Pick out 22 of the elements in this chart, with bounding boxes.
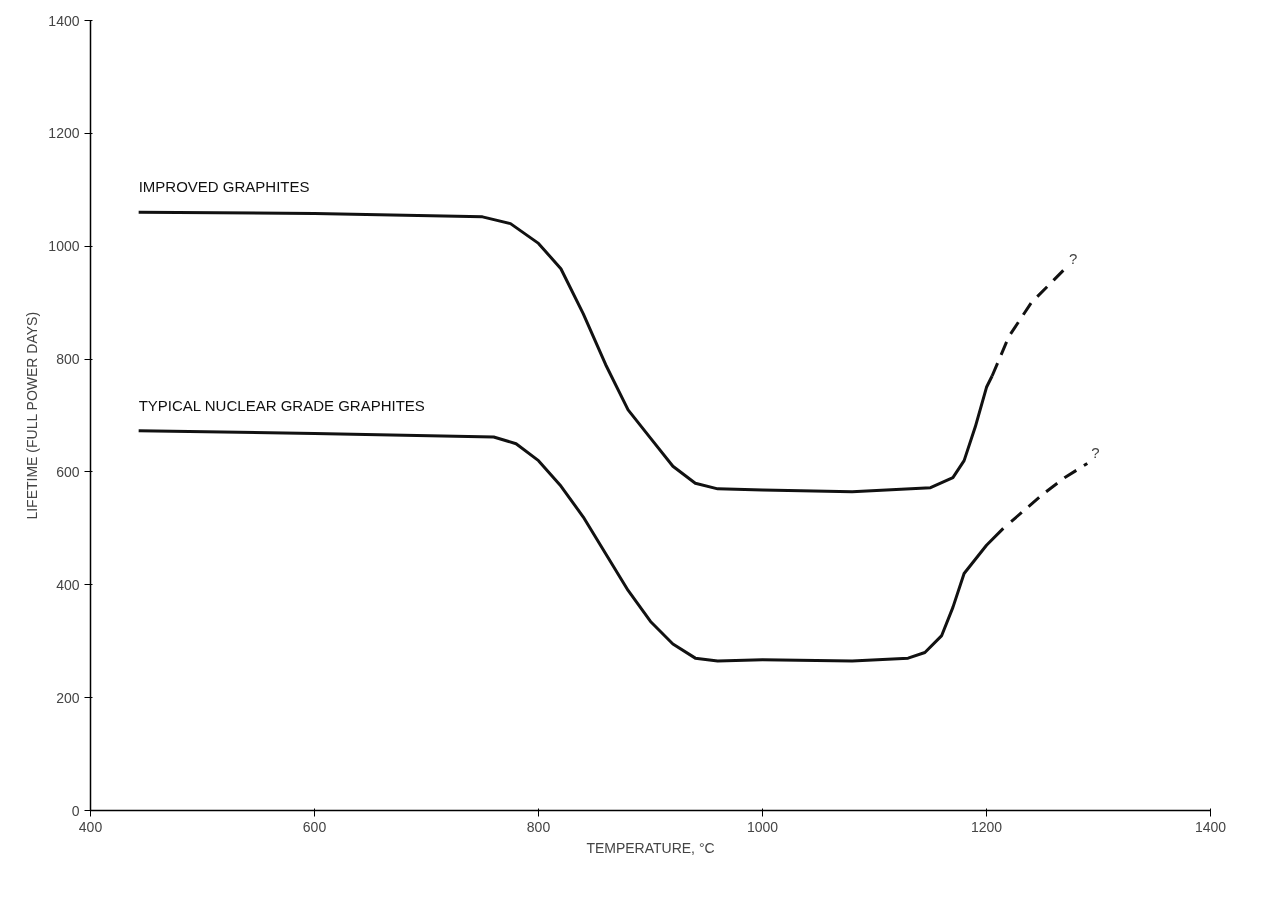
line-series [1009,461,1089,524]
annotation: ? [1068,249,1078,267]
series-label: TYPICAL NUCLEAR GRADE GRAPHITES [138,396,425,414]
x-tick-label: 400 [78,818,103,835]
y-tick-label: 200 [56,689,80,706]
x-axis-title: TEMPERATURE, °C [586,839,715,856]
x-tick-label: 1200 [970,818,1003,835]
y-tick-label: 600 [56,463,80,480]
y-tick-label: 800 [56,351,80,368]
y-axis-title: LIFETIME (FULL POWER DAYS) [24,311,41,520]
y-tick-label: 400 [56,576,80,593]
x-tick-label: 1000 [746,818,779,835]
series-label: IMPROVED GRAPHITES [138,178,310,196]
y-tick-label: 1000 [48,238,80,255]
y-tick-label: 0 [71,802,80,819]
annotation: ? [1091,444,1100,462]
x-tick-label: 1400 [1194,818,1227,835]
y-tick-label: 1400 [48,12,80,29]
x-tick-label: 800 [526,818,551,835]
y-tick-label: 1200 [48,125,80,142]
x-tick-label: 600 [302,818,327,835]
line-series [137,429,1005,663]
